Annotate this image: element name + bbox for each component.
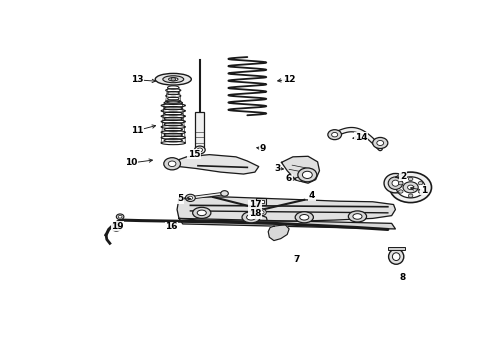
- Ellipse shape: [295, 212, 314, 223]
- Text: 15: 15: [188, 150, 200, 158]
- Polygon shape: [268, 225, 289, 240]
- Text: 8: 8: [400, 273, 406, 282]
- Ellipse shape: [348, 211, 367, 222]
- Circle shape: [298, 168, 317, 182]
- Circle shape: [257, 209, 267, 216]
- Circle shape: [408, 194, 413, 197]
- Ellipse shape: [300, 215, 309, 220]
- Bar: [258, 199, 265, 203]
- Circle shape: [302, 171, 312, 179]
- Ellipse shape: [392, 253, 400, 261]
- Bar: [388, 247, 405, 250]
- Text: 4: 4: [309, 191, 315, 200]
- Text: 9: 9: [259, 144, 266, 153]
- Circle shape: [171, 77, 175, 81]
- Text: 12: 12: [283, 75, 295, 84]
- Circle shape: [372, 138, 388, 149]
- Text: 5: 5: [178, 194, 184, 203]
- Circle shape: [118, 215, 122, 218]
- Ellipse shape: [246, 215, 256, 220]
- Ellipse shape: [389, 249, 404, 264]
- Polygon shape: [172, 155, 259, 174]
- Polygon shape: [295, 177, 304, 181]
- Text: 10: 10: [125, 158, 138, 167]
- Circle shape: [169, 161, 176, 167]
- Circle shape: [195, 146, 205, 154]
- Circle shape: [332, 132, 338, 137]
- Circle shape: [164, 158, 180, 170]
- Circle shape: [188, 196, 193, 199]
- Text: 16: 16: [165, 222, 178, 231]
- Circle shape: [220, 191, 228, 196]
- Text: 14: 14: [355, 133, 368, 142]
- Text: 18: 18: [248, 209, 261, 218]
- Circle shape: [398, 181, 403, 185]
- Text: 11: 11: [131, 126, 144, 135]
- Ellipse shape: [197, 210, 206, 216]
- Bar: [196, 112, 204, 149]
- Text: 17: 17: [248, 200, 261, 209]
- Circle shape: [403, 182, 418, 193]
- Circle shape: [112, 225, 121, 231]
- Circle shape: [390, 172, 432, 203]
- Ellipse shape: [353, 214, 362, 219]
- Ellipse shape: [242, 212, 260, 223]
- Circle shape: [260, 211, 264, 214]
- Ellipse shape: [193, 207, 211, 219]
- Polygon shape: [179, 219, 395, 229]
- Circle shape: [408, 185, 414, 190]
- Circle shape: [418, 190, 423, 193]
- Ellipse shape: [169, 77, 178, 81]
- Circle shape: [396, 177, 425, 198]
- Ellipse shape: [155, 73, 191, 85]
- Circle shape: [418, 181, 423, 185]
- Ellipse shape: [163, 76, 184, 83]
- Circle shape: [197, 148, 202, 152]
- Polygon shape: [177, 197, 395, 221]
- Circle shape: [114, 226, 119, 229]
- Text: 6: 6: [286, 174, 292, 183]
- Text: 13: 13: [131, 75, 144, 84]
- Ellipse shape: [388, 177, 403, 189]
- Bar: [256, 198, 267, 204]
- Text: 19: 19: [111, 222, 124, 231]
- Ellipse shape: [384, 174, 407, 193]
- Polygon shape: [281, 156, 319, 183]
- Text: 3: 3: [274, 164, 281, 173]
- Circle shape: [408, 177, 413, 181]
- Circle shape: [398, 190, 403, 193]
- Text: 7: 7: [294, 256, 300, 265]
- Circle shape: [328, 130, 342, 140]
- Ellipse shape: [392, 180, 399, 186]
- Circle shape: [377, 140, 384, 145]
- Circle shape: [185, 194, 196, 202]
- Text: 1: 1: [421, 186, 427, 195]
- Circle shape: [116, 214, 124, 220]
- Text: 2: 2: [400, 172, 406, 181]
